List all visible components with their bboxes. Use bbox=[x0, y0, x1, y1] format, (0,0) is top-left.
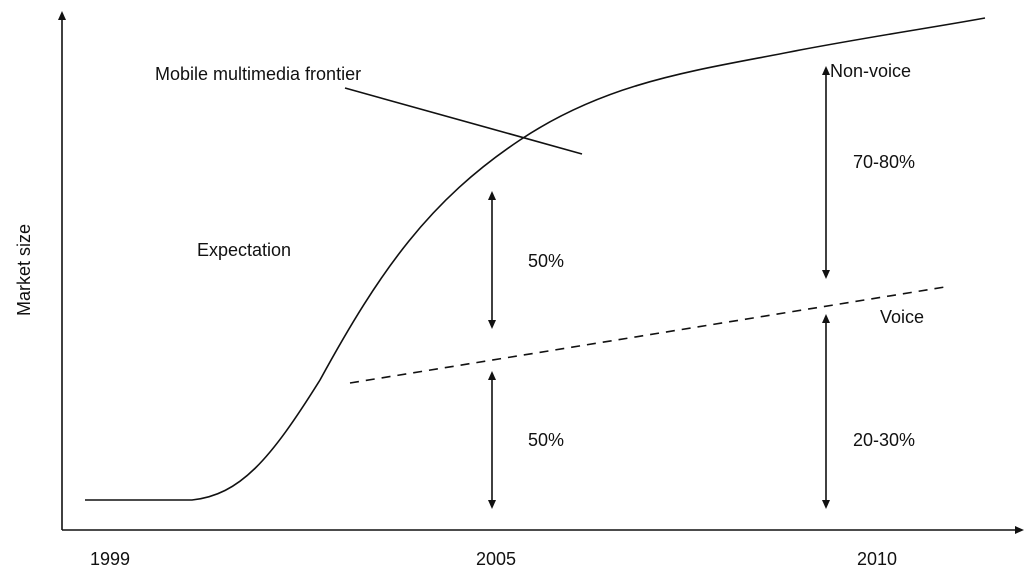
label: 50% bbox=[528, 430, 564, 450]
label: Non-voice bbox=[830, 61, 911, 81]
x-label: 2010 bbox=[857, 549, 897, 569]
x-label: 2005 bbox=[476, 549, 516, 569]
x-label: 1999 bbox=[90, 549, 130, 569]
label: 20-30% bbox=[853, 430, 915, 450]
axis-label: Market size bbox=[14, 224, 34, 316]
label: Expectation bbox=[197, 240, 291, 260]
expectation-curve bbox=[85, 17, 986, 501]
label: Voice bbox=[880, 307, 924, 327]
label: 50% bbox=[528, 251, 564, 271]
label: 70-80% bbox=[853, 152, 915, 172]
voice-line bbox=[349, 286, 946, 384]
label: Mobile multimedia frontier bbox=[155, 64, 361, 84]
frontier-line bbox=[344, 87, 583, 155]
